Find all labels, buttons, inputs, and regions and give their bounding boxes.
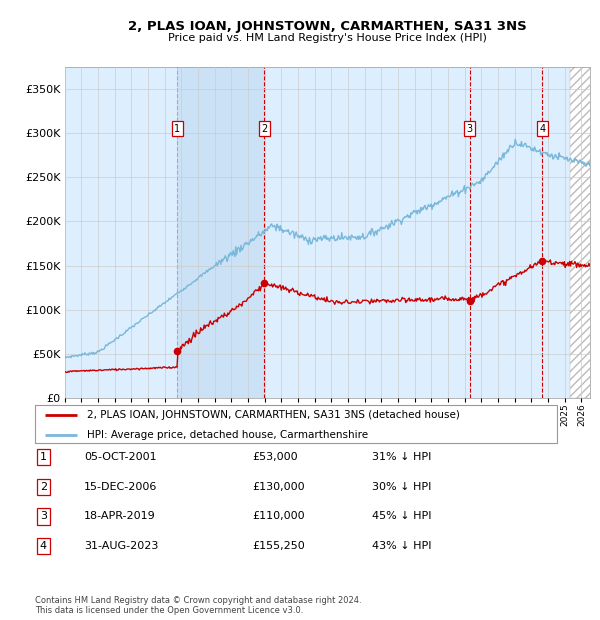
Text: 2: 2 — [40, 482, 47, 492]
FancyBboxPatch shape — [35, 405, 557, 443]
Text: 1: 1 — [175, 124, 181, 134]
Bar — [570, 67, 598, 398]
Text: 1: 1 — [40, 452, 47, 462]
Text: 4: 4 — [40, 541, 47, 551]
Text: Price paid vs. HM Land Registry's House Price Index (HPI): Price paid vs. HM Land Registry's House … — [167, 33, 487, 43]
Text: 45% ↓ HPI: 45% ↓ HPI — [372, 512, 431, 521]
Text: 4: 4 — [539, 124, 545, 134]
Text: £130,000: £130,000 — [252, 482, 305, 492]
Text: 31-AUG-2023: 31-AUG-2023 — [84, 541, 158, 551]
Text: 31% ↓ HPI: 31% ↓ HPI — [372, 452, 431, 462]
Text: 2: 2 — [261, 124, 267, 134]
Bar — [178, 67, 264, 398]
Text: 43% ↓ HPI: 43% ↓ HPI — [372, 541, 431, 551]
Text: 15-DEC-2006: 15-DEC-2006 — [84, 482, 157, 492]
Text: 2, PLAS IOAN, JOHNSTOWN, CARMARTHEN, SA31 3NS (detached house): 2, PLAS IOAN, JOHNSTOWN, CARMARTHEN, SA3… — [87, 410, 460, 420]
Text: 3: 3 — [467, 124, 473, 134]
Text: 30% ↓ HPI: 30% ↓ HPI — [372, 482, 431, 492]
Text: £53,000: £53,000 — [252, 452, 298, 462]
Text: 2, PLAS IOAN, JOHNSTOWN, CARMARTHEN, SA31 3NS: 2, PLAS IOAN, JOHNSTOWN, CARMARTHEN, SA3… — [128, 20, 526, 33]
Text: 3: 3 — [40, 512, 47, 521]
Text: £110,000: £110,000 — [252, 512, 305, 521]
Text: Contains HM Land Registry data © Crown copyright and database right 2024.
This d: Contains HM Land Registry data © Crown c… — [35, 596, 361, 615]
Text: 18-APR-2019: 18-APR-2019 — [84, 512, 156, 521]
Text: HPI: Average price, detached house, Carmarthenshire: HPI: Average price, detached house, Carm… — [87, 430, 368, 440]
Text: £155,250: £155,250 — [252, 541, 305, 551]
Bar — [570, 67, 598, 398]
Text: 05-OCT-2001: 05-OCT-2001 — [84, 452, 157, 462]
